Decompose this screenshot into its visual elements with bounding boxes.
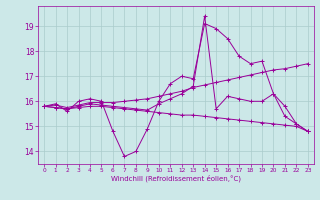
X-axis label: Windchill (Refroidissement éolien,°C): Windchill (Refroidissement éolien,°C) <box>111 175 241 182</box>
